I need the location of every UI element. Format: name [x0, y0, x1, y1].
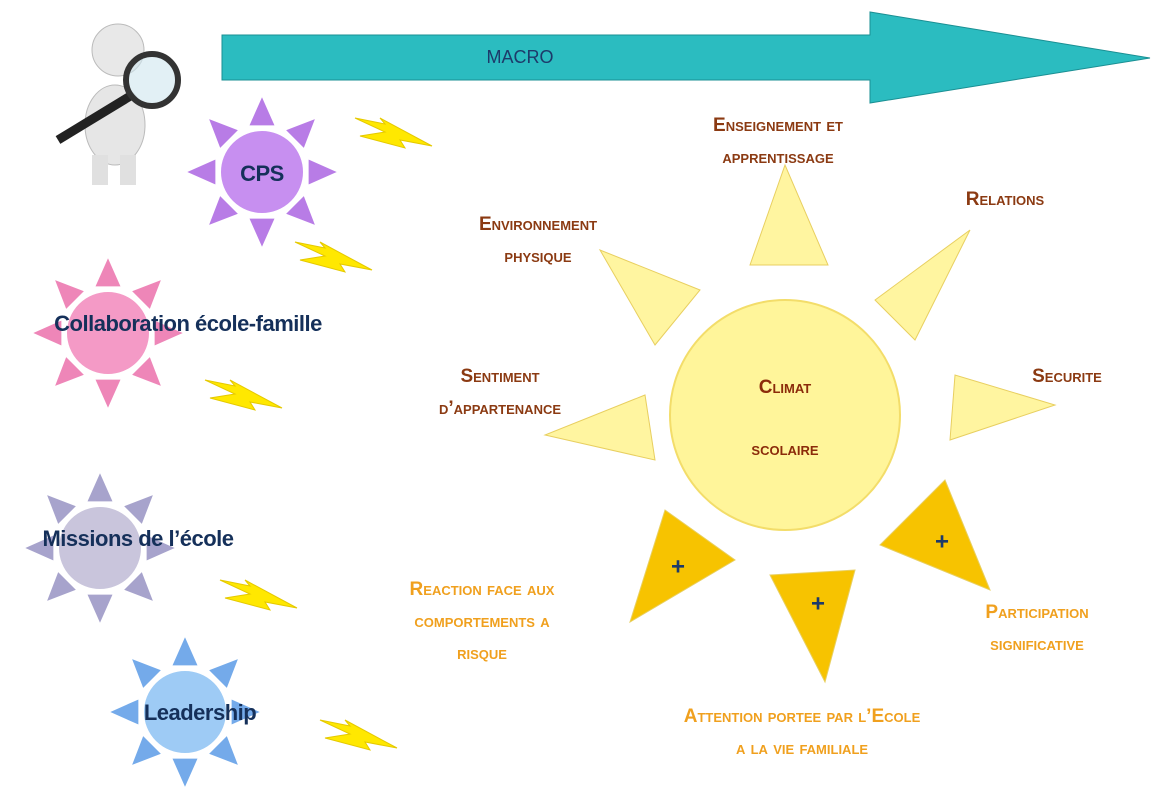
factor-label: comportements a [414, 611, 550, 632]
factor-label: Enseignement et [713, 115, 843, 136]
factor-label: a la vie familiale [736, 738, 868, 759]
sun-ray [629, 509, 736, 624]
factor-label: Reaction face aux [410, 579, 555, 600]
small-sun-ray [170, 634, 200, 667]
factor-label: apprentissage [722, 147, 834, 168]
center-line: scolaire [751, 439, 819, 460]
lightning [294, 241, 373, 273]
small-sun-ray [122, 493, 155, 526]
influence-label: Missions de l’école [42, 526, 233, 551]
small-sun [219, 129, 305, 215]
small-sun [65, 290, 151, 376]
factor-label: Participation [985, 602, 1088, 623]
small-sun-ray [130, 734, 163, 767]
small-sun-ray [207, 657, 240, 690]
magnifier-figure [55, 23, 181, 185]
small-sun-ray [284, 117, 317, 150]
sun-ray [879, 479, 991, 591]
small-sun-ray [85, 593, 115, 626]
small-sun-ray [207, 734, 240, 767]
influence-label: CPS [240, 161, 284, 186]
small-sun-ray [247, 94, 277, 127]
macro-arrow [221, 11, 1151, 104]
factor-label: Securite [1032, 366, 1102, 387]
lightning [319, 719, 398, 751]
lightning [354, 117, 433, 149]
factor-label: Relations [966, 189, 1045, 210]
sun-ray [949, 374, 1057, 441]
small-sun-ray [45, 570, 78, 603]
factor-label: physique [504, 246, 572, 267]
small-sun-ray [130, 657, 163, 690]
small-sun-ray [130, 355, 163, 388]
small-sun-ray [307, 157, 340, 187]
sun-ray [598, 248, 701, 346]
plus-mark: + [935, 528, 949, 555]
small-sun-ray [230, 697, 263, 727]
small-sun-ray [247, 217, 277, 250]
small-sun-ray [153, 318, 186, 348]
factor-label: d’appartenance [439, 398, 561, 419]
small-sun-ray [53, 278, 86, 311]
small-sun-ray [85, 470, 115, 503]
small-sun-ray [207, 117, 240, 150]
influence-label: Collaboration école-famille [54, 311, 322, 336]
small-sun-ray [22, 533, 55, 563]
center-line: Climat [759, 377, 812, 398]
small-sun-ray [170, 757, 200, 787]
small-sun-ray [122, 570, 155, 603]
sun-ray [769, 569, 856, 684]
factor-label: significative [990, 634, 1084, 655]
small-sun-ray [45, 493, 78, 526]
factor-label: Attention portee par l’Ecole [684, 706, 921, 727]
sun-ray [543, 394, 656, 461]
small-sun-ray [207, 194, 240, 227]
small-sun-ray [30, 318, 63, 348]
main-sun [669, 299, 901, 531]
small-sun-ray [53, 355, 86, 388]
small-sun [57, 505, 143, 591]
small-sun-ray [284, 194, 317, 227]
arrow-label: MACRO [487, 47, 554, 67]
small-sun-ray [145, 533, 178, 563]
small-sun-ray [93, 255, 123, 288]
factor-label: Environnement [479, 214, 597, 235]
factor-label: Sentiment [460, 366, 539, 387]
small-sun [142, 669, 228, 755]
small-sun-ray [107, 697, 140, 727]
lightning [204, 379, 283, 411]
factor-label: risque [457, 643, 507, 664]
plus-mark: + [811, 590, 825, 617]
influence-label: Leadership [144, 700, 256, 725]
small-sun-ray [184, 157, 217, 187]
lightning [219, 579, 298, 611]
plus-mark: + [671, 553, 685, 580]
sun-ray [874, 229, 971, 341]
sun-ray [749, 163, 829, 266]
small-sun-ray [93, 378, 123, 411]
small-sun-ray [130, 278, 163, 311]
